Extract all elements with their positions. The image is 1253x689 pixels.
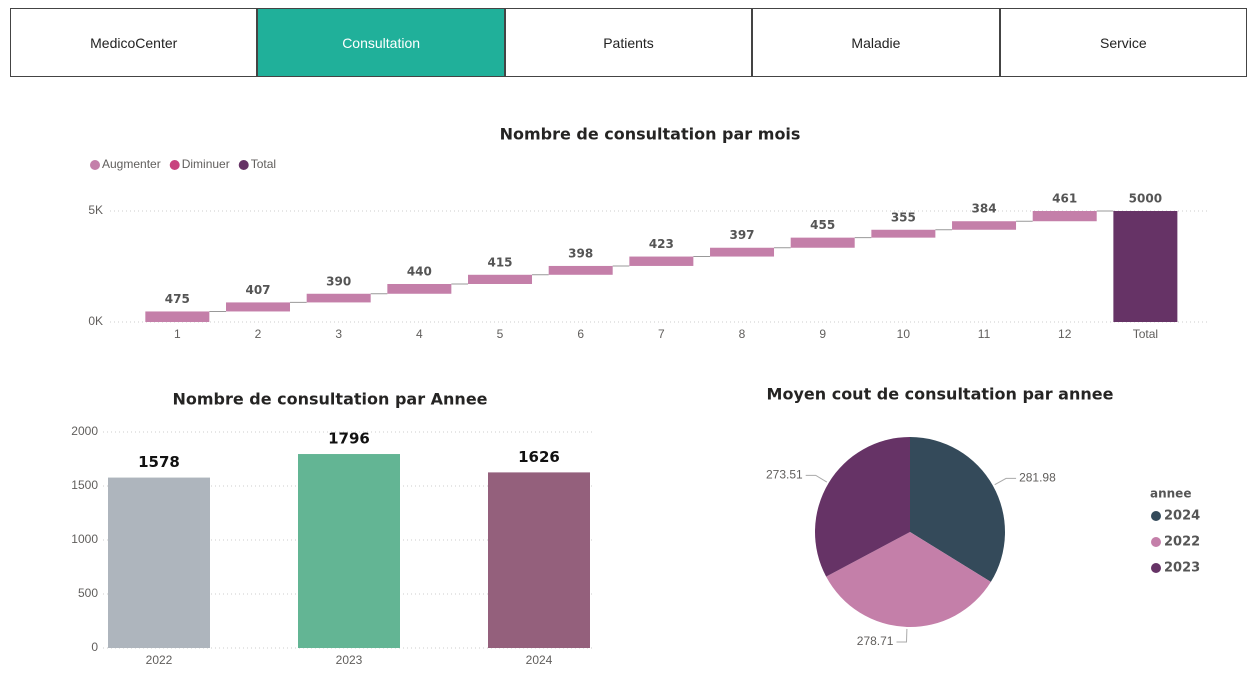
bar — [298, 454, 400, 648]
tab[interactable]: Consultation — [257, 8, 505, 77]
x-tick-label: 2024 — [526, 653, 553, 667]
bar — [790, 237, 855, 248]
chart-title: Moyen cout de consultation par annee — [767, 385, 1114, 404]
leader-line — [805, 474, 828, 483]
value-label: 5000 — [1129, 192, 1162, 206]
x-tick-label: 10 — [897, 327, 911, 341]
bar — [629, 256, 694, 266]
bar — [488, 472, 590, 648]
value-label: 440 — [407, 264, 432, 278]
legend-label: Augmenter — [102, 157, 161, 171]
legend-marker — [1151, 537, 1161, 547]
y-tick-label: 2000 — [71, 424, 98, 438]
value-label: 390 — [326, 274, 351, 288]
bar — [145, 311, 210, 322]
x-tick-label: 11 — [978, 327, 991, 341]
bar — [468, 274, 533, 284]
bar — [871, 229, 936, 238]
bar — [548, 265, 613, 275]
x-tick-label: 8 — [739, 327, 746, 341]
y-tick-label: 0 — [91, 640, 98, 654]
x-tick-label: 6 — [577, 327, 584, 341]
legend-marker — [169, 160, 180, 170]
x-tick-label: 2023 — [336, 653, 363, 667]
x-tick-label: 1 — [174, 327, 181, 341]
value-label: 397 — [729, 228, 754, 242]
x-tick-label: Total — [1133, 327, 1158, 341]
bar — [1032, 211, 1097, 222]
bar — [226, 302, 291, 312]
y-tick-label: 0K — [88, 314, 103, 328]
value-label: 355 — [891, 210, 916, 224]
pie-slice — [814, 437, 910, 577]
data-label: 278.71 — [857, 634, 894, 648]
legend-marker — [1151, 511, 1161, 521]
tab[interactable]: Service — [999, 8, 1248, 77]
chart-title: Nombre de consultation par mois — [500, 125, 801, 144]
data-label: 273.51 — [766, 468, 803, 482]
value-label: 455 — [810, 218, 835, 232]
tab[interactable]: Maladie — [752, 8, 1000, 77]
legend-marker — [238, 160, 249, 170]
y-tick-label: 5K — [88, 203, 103, 217]
legend-label: 2023 — [1164, 561, 1200, 576]
value-label: 407 — [245, 283, 270, 297]
legend-marker — [90, 160, 100, 170]
legend-label: 2024 — [1164, 509, 1200, 524]
tab-bar: MedicoCenter Consultation Patients Malad… — [10, 8, 1248, 77]
pie-slice — [910, 437, 1005, 582]
leader-line — [994, 477, 1017, 486]
leader-line — [896, 628, 908, 643]
y-tick-label: 1500 — [71, 478, 98, 492]
bar — [108, 477, 210, 648]
value-label: 415 — [487, 255, 512, 269]
pie-slice — [826, 532, 991, 627]
bar — [306, 293, 371, 303]
bar — [710, 247, 775, 257]
x-tick-label: 3 — [335, 327, 342, 341]
chart-title: Nombre de consultation par Annee — [172, 390, 487, 409]
y-tick-label: 500 — [78, 586, 98, 600]
x-tick-label: 7 — [658, 327, 665, 341]
data-label: 281.98 — [1019, 471, 1056, 485]
x-tick-label: 4 — [416, 327, 423, 341]
bar — [1113, 211, 1178, 322]
value-label: 1626 — [518, 448, 560, 466]
value-label: 398 — [568, 246, 593, 260]
value-label: 1578 — [138, 453, 180, 471]
y-tick-label: 1000 — [71, 532, 98, 546]
bar — [952, 221, 1017, 230]
legend-title: annee — [1150, 487, 1191, 501]
x-tick-label: 12 — [1058, 327, 1072, 341]
legend-label: Total — [251, 157, 276, 171]
value-label: 1796 — [328, 430, 370, 448]
x-tick-label: 5 — [497, 327, 504, 341]
x-tick-label: 9 — [819, 327, 826, 341]
x-tick-label: 2 — [255, 327, 262, 341]
tab[interactable]: MedicoCenter — [10, 8, 258, 77]
value-label: 475 — [165, 292, 190, 306]
legend-marker — [1151, 563, 1161, 573]
value-label: 423 — [649, 237, 674, 251]
legend-label: 2022 — [1164, 535, 1200, 550]
value-label: 384 — [972, 202, 997, 216]
value-label: 461 — [1052, 192, 1077, 206]
bar — [387, 283, 452, 294]
x-tick-label: 2022 — [146, 653, 173, 667]
legend-label: Diminuer — [182, 157, 230, 171]
tab[interactable]: Patients — [504, 8, 753, 77]
